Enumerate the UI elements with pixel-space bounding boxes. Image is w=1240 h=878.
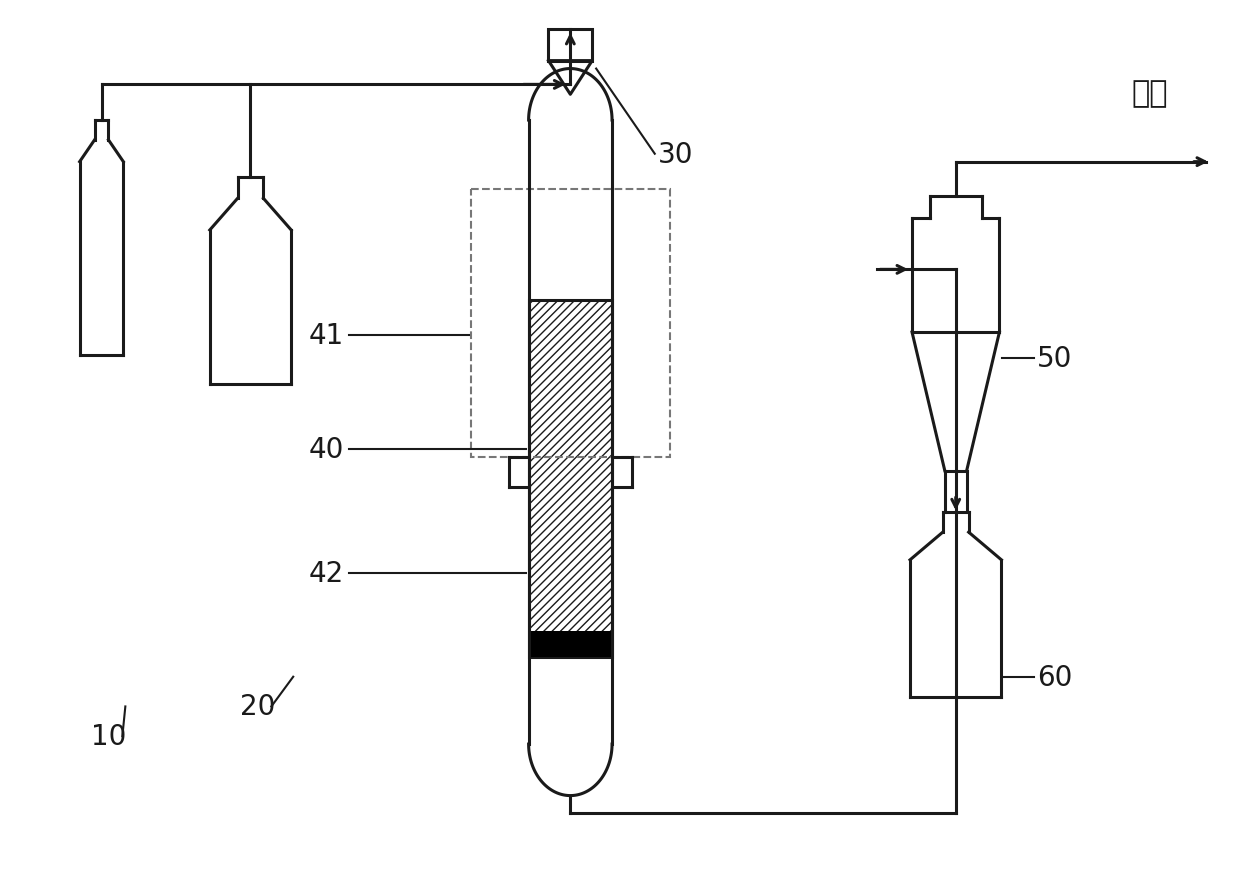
- Text: 50: 50: [1037, 344, 1073, 372]
- Text: 10: 10: [91, 723, 126, 751]
- Bar: [528, 301, 613, 657]
- Bar: [528, 631, 613, 657]
- Bar: [471, 191, 670, 457]
- Text: 60: 60: [1037, 663, 1073, 691]
- Text: 42: 42: [309, 559, 343, 587]
- Text: 尾气: 尾气: [1132, 79, 1168, 108]
- Bar: [548, 30, 593, 61]
- Text: 30: 30: [657, 140, 693, 169]
- Text: 41: 41: [309, 321, 343, 349]
- Text: 20: 20: [239, 693, 275, 721]
- Text: 40: 40: [309, 435, 343, 464]
